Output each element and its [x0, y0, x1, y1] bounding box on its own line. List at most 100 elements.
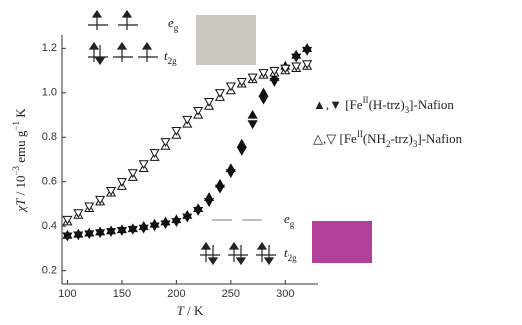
y-axis-label-part: χT	[13, 198, 28, 214]
data-point	[62, 232, 73, 242]
data-point	[193, 106, 204, 116]
data-point	[258, 95, 269, 105]
data-point	[138, 224, 149, 234]
data-point	[95, 229, 106, 239]
data-point	[258, 87, 269, 97]
data-point	[204, 98, 215, 107]
data-point	[105, 186, 117, 196]
legend-entry-part: II	[357, 129, 363, 139]
data-point	[236, 146, 247, 156]
legend-entry-part: (H-trz)	[369, 97, 405, 112]
data-point	[258, 69, 269, 79]
data-point	[193, 206, 204, 216]
y-axis-label-part: −1	[11, 121, 21, 131]
data-point	[204, 198, 215, 207]
orbital-label-part: g	[174, 23, 179, 33]
data-point	[269, 66, 280, 76]
y-axis-label-part: emu g	[13, 130, 28, 166]
legend-entry-part: ]-Nafion	[417, 131, 462, 146]
low-spin-swatch	[312, 221, 372, 263]
data-point	[73, 209, 84, 219]
orbital-label: eg	[168, 15, 179, 33]
high-spin-diagram	[88, 9, 158, 66]
data-point	[247, 120, 258, 130]
data-point	[73, 231, 84, 241]
data-point	[149, 149, 160, 159]
y-tick-label: 1.0	[42, 87, 57, 99]
orbital-label: t2g	[164, 48, 177, 66]
orbital-label: t2g	[284, 245, 297, 263]
data-point	[225, 169, 236, 179]
data-point	[302, 46, 313, 56]
orbital-label-part: g	[290, 219, 295, 229]
x-tick-label: 200	[167, 288, 185, 300]
y-tick-label: 0.6	[42, 176, 57, 188]
low-spin-diagram	[200, 219, 276, 266]
x-axis-label: T / K	[177, 303, 204, 318]
data-point	[127, 225, 138, 235]
y-tick-label: 0.4	[42, 220, 57, 232]
data-point	[62, 215, 73, 225]
legend-entry-part: (NH	[363, 131, 386, 146]
y-axis-label-part: K	[13, 108, 28, 121]
data-point	[225, 82, 236, 92]
data-point	[269, 78, 280, 87]
data-point	[280, 64, 291, 74]
data-point	[214, 89, 226, 99]
y-tick-label: 0.8	[42, 131, 57, 143]
data-point	[247, 73, 258, 83]
legend-entry-part: ▲,▼ [Fe	[313, 97, 363, 112]
data-point	[105, 228, 117, 237]
data-point	[116, 178, 127, 187]
y-axis-label: χT / 10−3 emu g−1 K	[11, 108, 28, 214]
orbital-label-part: 2g	[168, 56, 178, 66]
data-point	[160, 138, 171, 147]
data-point	[171, 218, 182, 227]
data-point	[149, 222, 160, 232]
data-point	[160, 220, 171, 230]
x-axis-label-part: T	[177, 303, 185, 318]
x-tick-label: 150	[113, 288, 131, 300]
legend-entry: ▲,▼ [FeII(H-trz)3]-Nafion	[313, 95, 454, 115]
data-point	[84, 202, 95, 212]
legend-entry-part: II	[363, 95, 369, 105]
y-tick-label: 0.2	[42, 265, 57, 277]
data-point	[291, 62, 302, 72]
y-axis-label-part: −3	[11, 165, 21, 175]
orbital-label-part: t	[164, 48, 168, 63]
legend-entry: △,▽ [FeII(NH2-trz)3]-Nafion	[313, 129, 463, 149]
y-axis-label-part: / 10	[13, 176, 28, 199]
data-point	[116, 226, 127, 236]
data-point	[291, 53, 302, 63]
data-point	[171, 126, 182, 136]
data-point	[236, 78, 247, 87]
x-tick-label: 100	[58, 288, 76, 300]
data-point	[214, 184, 226, 194]
orbital-label-part: t	[284, 245, 288, 260]
orbital-label-part: 2g	[288, 253, 298, 263]
data-point	[182, 213, 193, 223]
data-point	[138, 160, 149, 170]
data-point	[127, 169, 138, 179]
legend-entry-part: -trz)	[390, 131, 412, 146]
orbital-label-part: e	[168, 15, 174, 30]
x-tick-label: 300	[276, 288, 294, 300]
x-axis-label-part: / K	[184, 303, 204, 318]
orbital-label-part: e	[284, 211, 290, 226]
data-point	[84, 230, 95, 240]
data-point	[182, 115, 193, 125]
legend-entry-part: 3	[413, 139, 418, 149]
data-point	[236, 138, 247, 148]
legend-entry-part: 2	[386, 139, 391, 149]
high-spin-swatch	[196, 15, 256, 65]
legend-entry-part: ]-Nafion	[409, 97, 454, 112]
orbital-label: eg	[284, 211, 295, 229]
data-point	[247, 109, 258, 119]
y-tick-label: 1.2	[42, 42, 57, 54]
legend-entry-part: 3	[405, 105, 410, 115]
data-point	[302, 60, 313, 70]
data-point	[95, 195, 106, 205]
legend-entry-part: △,▽ [Fe	[313, 131, 357, 146]
x-tick-label: 250	[222, 288, 240, 300]
